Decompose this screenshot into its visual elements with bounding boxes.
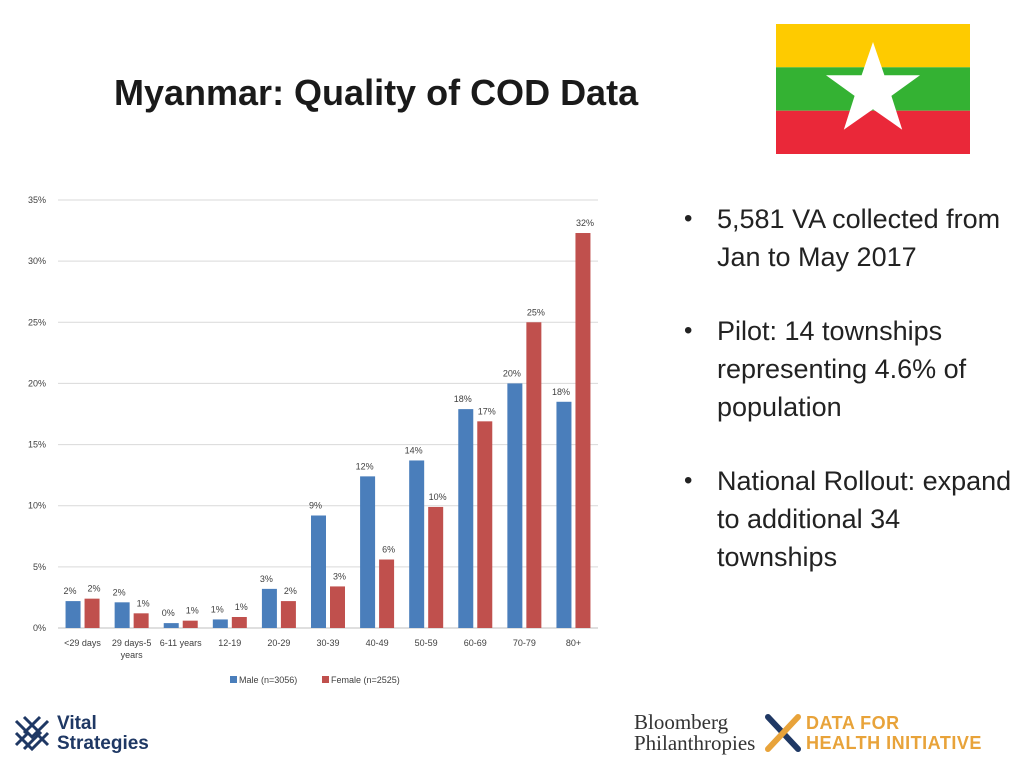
female-bar — [477, 421, 493, 628]
male-bar — [458, 409, 474, 628]
data-for-health-logo-text: DATA FOR HEALTH INITIATIVE — [806, 713, 982, 753]
x-tick-label: 50-59 — [415, 638, 438, 648]
y-tick-label: 0% — [33, 623, 46, 633]
data-label: 1% — [211, 604, 224, 614]
x-tick-label: 20-29 — [267, 638, 290, 648]
male-bar — [65, 601, 81, 628]
x-tick-label: 30-39 — [316, 638, 339, 648]
y-tick-label: 35% — [28, 195, 46, 205]
male-bar — [409, 460, 425, 628]
flag-star — [826, 42, 920, 130]
data-label: 3% — [333, 571, 346, 581]
flag-red-band — [776, 110, 970, 154]
male-bar — [556, 401, 572, 628]
data-label: 2% — [64, 586, 77, 596]
bullet-list: 5,581 VA collected from Jan to May 2017 … — [684, 200, 1014, 612]
vital-strategies-line-1: Vital — [57, 713, 97, 734]
x-tick-label: 80+ — [566, 638, 581, 648]
legend-swatch-female — [322, 676, 329, 683]
x-tick-label: 60-69 — [464, 638, 487, 648]
data-label: 2% — [88, 584, 101, 594]
female-bar — [575, 233, 591, 628]
female-bar — [330, 586, 345, 628]
vital-strategies-logo-icon — [14, 715, 50, 752]
vital-strategies-line-2: Strategies — [57, 733, 149, 754]
data-label: 32% — [576, 218, 594, 228]
data-label: 1% — [235, 602, 248, 612]
bullet-item: 5,581 VA collected from Jan to May 2017 — [684, 200, 1014, 276]
x-tick-label: 6-11 years — [160, 638, 202, 648]
bullet-item: National Rollout: expand to additional 3… — [684, 462, 1014, 576]
female-bar — [428, 506, 444, 628]
legend-label: Male (n=3056) — [239, 675, 297, 685]
data-label: 6% — [382, 545, 395, 555]
y-tick-label: 5% — [33, 562, 46, 572]
male-bar — [360, 476, 376, 628]
data-for-health-line-2: HEALTH INITIATIVE — [806, 733, 982, 753]
y-tick-label: 30% — [28, 256, 46, 266]
y-tick-label: 25% — [28, 317, 46, 327]
male-bar — [163, 623, 179, 628]
data-label: 2% — [113, 587, 126, 597]
female-bar — [133, 613, 149, 628]
data-for-health-line-1: DATA FOR — [806, 713, 900, 733]
page-title: Myanmar: Quality of COD Data — [114, 72, 639, 113]
y-tick-label: 20% — [28, 378, 46, 388]
data-label: 3% — [260, 574, 273, 584]
data-label: 25% — [527, 307, 545, 317]
data-label: 12% — [356, 461, 374, 471]
female-bar — [379, 559, 395, 628]
data-label: 1% — [186, 606, 199, 616]
bullet-item: Pilot: 14 townships representing 4.6% of… — [684, 312, 1014, 426]
bloomberg-line-2: Philanthropies — [634, 731, 756, 755]
bar-chart: 0% 5% 10% 15% 20% 25% 30% 35% 2% 2% <29 days 2% 1% 29… — [28, 195, 598, 685]
female-bar — [526, 322, 542, 628]
x-tick-label: 29 days-5 years — [112, 638, 152, 660]
data-label: 10% — [429, 492, 447, 502]
y-tick-label: 10% — [28, 501, 46, 511]
male-bar — [507, 383, 523, 628]
x-tick-label: <29 days — [64, 638, 101, 648]
data-label: 20% — [503, 368, 521, 378]
data-label: 14% — [405, 445, 423, 455]
male-bar — [261, 588, 277, 628]
data-label: 18% — [552, 387, 570, 397]
data-label: 17% — [478, 406, 496, 416]
data-label: 0% — [162, 608, 175, 618]
y-tick-label: 15% — [28, 440, 46, 450]
data-label: 18% — [454, 394, 472, 404]
data-label: 1% — [137, 598, 150, 608]
legend-swatch-male — [230, 676, 237, 683]
female-bar — [84, 598, 100, 628]
bloomberg-philanthropies-logo: Bloomberg Philanthropies — [634, 712, 755, 754]
x-tick-label: 40-49 — [366, 638, 389, 648]
data-label: 9% — [309, 500, 322, 510]
male-bar — [311, 515, 326, 628]
data-for-health-x-icon — [765, 714, 801, 752]
legend-label: Female (n=2525) — [331, 675, 400, 685]
bloomberg-line-1: Bloomberg — [634, 710, 729, 734]
data-label: 2% — [284, 586, 297, 596]
x-tick-label: 12-19 — [218, 638, 241, 648]
x-tick-label: 70-79 — [513, 638, 536, 648]
myanmar-flag-icon — [776, 24, 970, 154]
female-bar — [182, 620, 198, 628]
vital-strategies-logo-text: Vital Strategies — [57, 714, 149, 754]
male-bar — [114, 602, 130, 628]
male-bar — [212, 619, 228, 628]
female-bar — [231, 616, 247, 628]
female-bar — [280, 601, 296, 628]
